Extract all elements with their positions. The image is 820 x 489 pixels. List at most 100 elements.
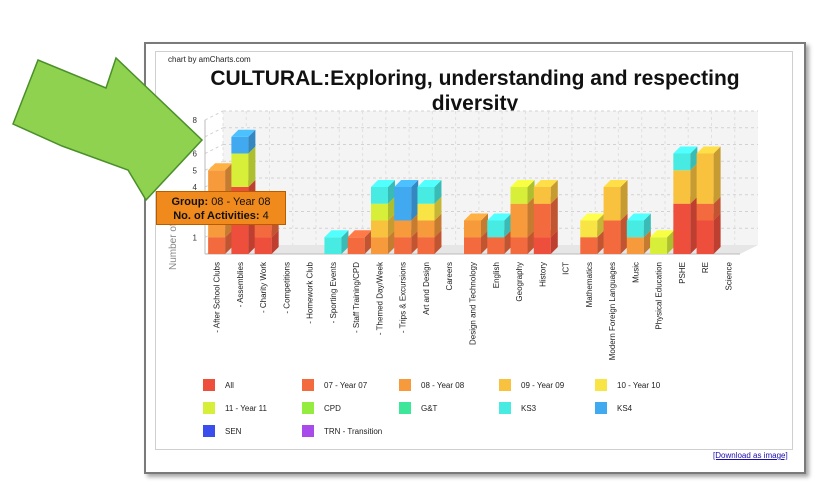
- bar-segment-side: [597, 213, 605, 238]
- legend-label: 09 - Year 09: [521, 381, 565, 390]
- chart-title: CULTURAL:Exploring, understanding and re…: [210, 67, 740, 115]
- bar-segment-side: [434, 230, 442, 254]
- grid-line: [204, 127, 224, 138]
- bar-segment-side: [550, 180, 558, 204]
- legend-swatch: [595, 402, 607, 414]
- legend-label: 07 - Year 07: [324, 381, 368, 390]
- legend-label: 11 - Year 11: [225, 404, 267, 413]
- bar-segment: [394, 237, 412, 254]
- bar-segment: [370, 187, 388, 204]
- x-tick-label: PSHE: [678, 262, 687, 284]
- bar-segment: [696, 203, 714, 221]
- bar-segment-top: [394, 180, 419, 187]
- bar-segment-top: [603, 180, 628, 187]
- bar-segment-side: [387, 213, 395, 238]
- bar-segment-top: [533, 180, 558, 187]
- x-tick-label: Mathematics: [585, 262, 594, 307]
- tooltip-count-value: 4: [262, 210, 269, 222]
- bar-segment-side: [504, 213, 512, 238]
- bar-segment-top: [464, 213, 488, 221]
- x-tick-label: ICT: [562, 262, 571, 275]
- legend-label: All: [225, 381, 234, 390]
- bar-segment-top: [324, 230, 349, 238]
- bar-segment: [417, 203, 435, 221]
- bar-segment-side: [690, 196, 698, 254]
- bar-segment-side: [643, 230, 651, 254]
- bar-segment-side: [550, 230, 558, 254]
- bar-segment-top: [696, 146, 721, 154]
- y-tick-label: 1: [193, 233, 198, 242]
- bar-segment-side: [713, 146, 721, 204]
- bar-segment: [464, 237, 481, 254]
- chart-credit[interactable]: chart by amCharts.com: [168, 55, 251, 64]
- tooltip-group-value: 08 - Year 08: [211, 196, 271, 208]
- bar-segment-side: [620, 180, 628, 221]
- bar-segment-side: [620, 213, 628, 254]
- legend-swatch: [203, 425, 215, 437]
- bar-segment-side: [527, 196, 535, 238]
- x-tick-label: - Assemblies: [236, 262, 245, 307]
- bar-segment-side: [713, 213, 721, 254]
- bar-segment: [626, 220, 644, 238]
- bar-segment: [208, 237, 226, 254]
- bar-segment-side: [504, 230, 512, 254]
- x-tick-label: - Trips & Excursions: [399, 262, 408, 333]
- bar-segment: [487, 220, 505, 238]
- legend-swatch: [499, 379, 511, 391]
- x-tick-label: Art and Design: [422, 262, 431, 315]
- x-tick-label: History: [538, 262, 547, 287]
- bar-segment: [673, 153, 691, 171]
- legend-swatch: [499, 402, 511, 414]
- download-link[interactable]: [Download as image]: [713, 451, 788, 460]
- bar-segment: [231, 136, 249, 154]
- legend-swatch: [399, 379, 411, 391]
- bar-segment-side: [225, 230, 233, 254]
- x-tick-label: Design and Technology: [469, 262, 478, 345]
- bar-segment: [696, 220, 714, 254]
- bar-segment: [417, 187, 435, 204]
- bar-segment-side: [341, 230, 349, 254]
- bar-segment-side: [597, 230, 605, 254]
- x-tick-label: Geography: [515, 262, 524, 302]
- bar-segment-top: [417, 180, 442, 187]
- x-tick-label: - Staff Training/CPD: [352, 262, 361, 333]
- x-tick-label: Music: [631, 262, 640, 283]
- bar-segment-top: [650, 230, 675, 238]
- x-tick-label: Science: [724, 261, 733, 290]
- bar-segment: [533, 203, 551, 238]
- legend-swatch: [399, 402, 411, 414]
- bar-segment: [603, 187, 621, 221]
- y-tick-label: 5: [193, 166, 198, 175]
- legend-swatch: [302, 402, 314, 414]
- bar-segment: [603, 220, 621, 254]
- bar-segment: [533, 237, 551, 254]
- legend-swatch: [203, 402, 215, 414]
- bar-segment-side: [690, 163, 698, 204]
- bar-segment-side: [248, 146, 256, 187]
- bar-segment: [231, 153, 249, 187]
- legend-label: CPD: [324, 404, 341, 413]
- bar-segment-side: [387, 230, 395, 254]
- bar-segment: [580, 237, 598, 254]
- x-tick-label: - Homework Club: [306, 261, 315, 323]
- bar-segment: [487, 237, 505, 254]
- bar-segment-side: [411, 230, 419, 254]
- bar-segment-side: [690, 146, 698, 171]
- legend-label: 10 - Year 10: [617, 381, 661, 390]
- x-tick-label: Modern Foreign Languages: [608, 262, 617, 360]
- bar-segment: [673, 203, 691, 254]
- bar-segment-side: [481, 230, 488, 254]
- bar-segment-side: [713, 196, 721, 221]
- legend-label: G&T: [421, 404, 438, 413]
- bar-segment-side: [434, 213, 442, 238]
- bar-segment-top: [580, 213, 605, 221]
- bar-segment-side: [248, 129, 256, 154]
- legend-label: TRN - Transition: [324, 427, 383, 436]
- bar-segment-side: [387, 180, 395, 204]
- bar-segment-side: [667, 230, 675, 254]
- tooltip-count-label: No. of Activities:: [173, 210, 260, 222]
- bar-segment: [533, 187, 551, 204]
- bar-segment: [650, 237, 668, 254]
- bar-segment-top: [208, 163, 233, 171]
